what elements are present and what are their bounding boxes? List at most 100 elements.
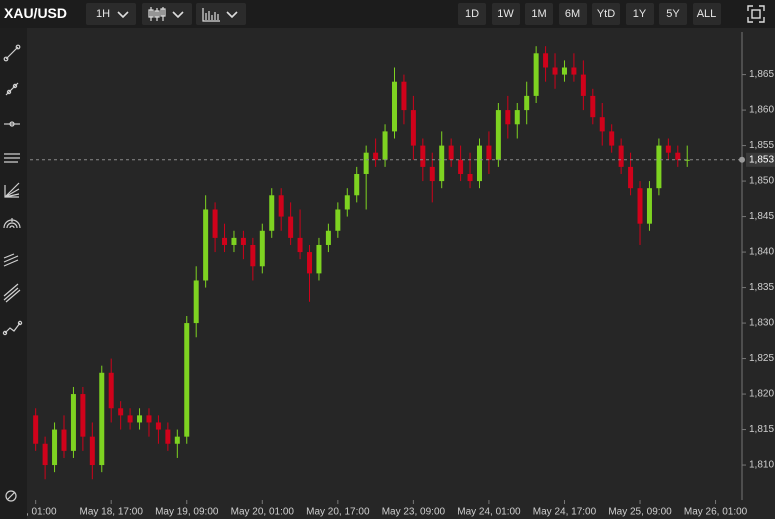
x-tick-label: May 18, 17:00 [80, 507, 144, 518]
x-tick-label: May 19, 09:00 [155, 507, 219, 518]
range-button[interactable]: YtD [592, 3, 620, 25]
candle-body [675, 152, 681, 160]
y-tick-label: 1,865 [749, 69, 774, 80]
candle-body [552, 67, 558, 75]
y-axis: 1,810 1,815 1,820 1,825 1,830 1,835 1,840 1,845… [739, 69, 775, 471]
candle-body [155, 422, 161, 430]
candle-body [33, 415, 39, 444]
candle-body [108, 372, 114, 409]
candle-body [618, 145, 624, 167]
candle-body [637, 188, 643, 224]
candle-body [61, 429, 67, 451]
drawing-tools[interactable] [2, 44, 23, 502]
range-button[interactable]: 1Y [625, 3, 654, 25]
y-tick-label: 1,840 [749, 247, 774, 258]
candle-body [354, 173, 360, 196]
candle-body [410, 110, 416, 146]
candle-body [184, 323, 190, 437]
candle-body [146, 415, 152, 423]
candle-body [222, 237, 228, 245]
interval-button[interactable]: 1H [86, 3, 136, 25]
candle-body [70, 394, 76, 451]
candle-body [646, 188, 652, 224]
candle-body [127, 415, 133, 423]
candle-body [656, 145, 662, 189]
y-tick-label: 1,860 [749, 105, 774, 116]
y-tick-label: 1,850 [749, 176, 774, 187]
candle-body [420, 145, 426, 167]
candle-body [514, 110, 520, 125]
x-tick-label: May 24, 01:00 [457, 507, 521, 518]
candle-body [609, 131, 615, 146]
y-tick-label: 1,825 [749, 353, 774, 364]
interval: 1H [96, 8, 111, 20]
chart-icon [202, 8, 238, 22]
range-button[interactable]: 1D [458, 3, 486, 25]
range-button[interactable]: 1M [525, 3, 553, 25]
range-button[interactable]: 6M [558, 3, 587, 25]
candle-body [505, 110, 511, 125]
range-button[interactable]: ALL [692, 3, 721, 25]
x-tick-label: May 25, 09:00 [608, 507, 672, 518]
candle-body [344, 195, 350, 210]
candle-body [193, 280, 199, 324]
candle-body [580, 74, 586, 96]
candle-body [590, 95, 596, 118]
candle-body [99, 372, 105, 466]
y-tick-label: 1,820 [749, 389, 774, 400]
candle-body [137, 415, 143, 423]
candle-body [476, 145, 482, 182]
x-tick-label: May 23, 09:00 [382, 507, 446, 518]
candle-body [307, 252, 313, 274]
y-tick-label: 1,815 [749, 424, 774, 435]
x-tick-label: May 20, 17:00 [306, 507, 370, 518]
candle-body [240, 237, 246, 245]
range-button[interactable]: 5Y [659, 3, 687, 25]
candle-body [373, 152, 379, 160]
candle-type-button[interactable] [142, 3, 192, 25]
x-tick-label: May 26, 01:00 [684, 507, 748, 518]
candle-body [486, 145, 492, 160]
fullscreen-icon[interactable] [745, 3, 767, 25]
candle-body [665, 145, 671, 153]
candle-body [628, 166, 634, 189]
last-price-box [746, 152, 775, 167]
range-button[interactable]: 1W [491, 3, 520, 25]
y-tick-label: 1,810 [749, 460, 774, 471]
chevron [117, 11, 129, 19]
candle-body [495, 110, 501, 160]
y-tick-label: 1,855 [749, 140, 774, 151]
last-price-dot [739, 156, 745, 163]
y-tick-label: 1,835 [749, 282, 774, 293]
chart-type-button[interactable] [196, 3, 246, 25]
candle-body [165, 429, 171, 444]
x-axis: 18, 01:00 May 18, 17:00 May 19, 09:00 May 2… [27, 500, 748, 518]
x-tick-label: May 24, 17:00 [533, 507, 597, 518]
x-tick-label: May 20, 01:00 [231, 507, 295, 518]
last-price-label: 1,853 [749, 154, 774, 165]
candle-body [325, 230, 331, 245]
candle-body [269, 195, 275, 231]
toolbar: XAU/USD 1H 1D 1W 1M 6M YtD 1Y 5Y ALL [0, 0, 775, 28]
candle-body [212, 209, 218, 238]
candle-body [250, 244, 256, 267]
candle-body [297, 237, 303, 253]
candle-body [448, 145, 454, 160]
y-tick-label: 1,830 [749, 318, 774, 329]
candle-body [599, 117, 605, 132]
candle-body [467, 173, 473, 182]
candle-icon [148, 7, 184, 21]
candle-body [684, 159, 690, 161]
side-toolbar [0, 28, 27, 519]
candle-body [288, 216, 294, 238]
candle-body [89, 436, 95, 466]
candle-body [458, 159, 464, 174]
candle-body [382, 131, 388, 160]
candle-body [316, 244, 322, 274]
plot-area [30, 46, 742, 480]
candle-body [524, 95, 530, 111]
symbol[interactable]: XAU/USD [4, 5, 68, 21]
candle-body [363, 152, 369, 174]
